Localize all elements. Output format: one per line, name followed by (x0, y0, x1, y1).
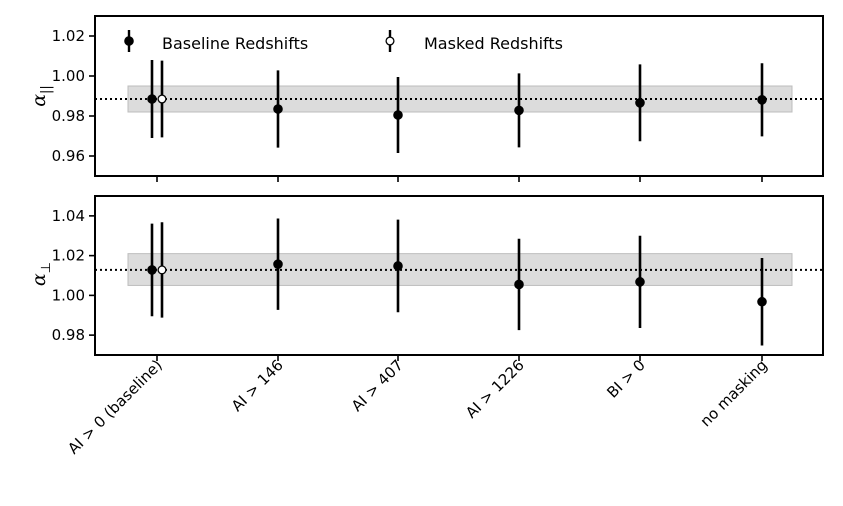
y-tick-label: 1.02 (52, 247, 85, 265)
legend-masked-marker (385, 30, 395, 52)
alpha-perp-panel: 0.98 1.00 1.02 1.04 α⊥ (28, 195, 824, 361)
baseline-marker (147, 94, 157, 104)
y-tick-label: 0.98 (52, 107, 85, 125)
masked-point (157, 222, 167, 318)
baseline-marker (757, 296, 767, 307)
baseline-point (393, 77, 403, 153)
x-tick-labels: AI > 0 (baseline) AI > 146 AI > 407 AI > 12… (64, 356, 771, 458)
baseline-marker (393, 110, 403, 120)
y-tick-label: 1.00 (52, 286, 85, 304)
baseline-marker (635, 98, 645, 108)
baseline-point (393, 219, 403, 313)
x-tick-label: AI > 0 (baseline) (64, 356, 166, 458)
baseline-marker (393, 261, 403, 271)
baseline-point (757, 258, 767, 346)
x-tick-label: AI > 146 (228, 356, 287, 415)
alpha-parallel-axes-frame (94, 15, 824, 177)
baseline-point (635, 235, 645, 328)
y-tick-label: 1.02 (52, 27, 85, 45)
baseline-point (273, 70, 283, 148)
alpha-perp-ylabel: α⊥ (28, 262, 54, 286)
masked-marker (157, 94, 167, 104)
baseline-marker (147, 265, 157, 275)
legend-baseline-marker (124, 30, 134, 52)
y-tick-label: 0.96 (52, 147, 85, 165)
baseline-point (273, 218, 283, 310)
baseline-point (147, 60, 157, 138)
baseline-point (514, 238, 524, 331)
x-tick-label: AI > 1226 (462, 356, 528, 422)
masked-point (157, 60, 167, 138)
legend: Baseline Redshifts Masked Redshifts (124, 30, 563, 53)
baseline-point (635, 64, 645, 142)
x-tick-label: AI > 407 (348, 356, 407, 415)
baseline-marker (273, 104, 283, 114)
y-tick-label: 0.98 (52, 326, 85, 344)
y-tick-label: 1.04 (52, 207, 85, 225)
alpha-perp-axes-frame (94, 195, 824, 356)
baseline-point (757, 63, 767, 137)
y-tick-label: 1.00 (52, 67, 85, 85)
baseline-point (514, 73, 524, 148)
legend-baseline-label: Baseline Redshifts (162, 34, 308, 53)
masked-marker (157, 265, 167, 275)
x-tick-label: no masking (697, 356, 771, 430)
alpha-parallel-panel: 0.96 0.98 1.00 1.02 Baseline Redshifts Mask… (28, 15, 824, 182)
baseline-marker (757, 95, 767, 105)
baseline-marker (514, 105, 524, 116)
baseline-point (147, 223, 157, 317)
baseline-marker (273, 259, 283, 269)
baseline-marker (635, 277, 645, 287)
baseline-marker (514, 279, 524, 290)
legend-masked-label: Masked Redshifts (424, 34, 563, 53)
x-tick-label: BI > 0 (603, 356, 649, 402)
alpha-parallel-ylabel: α|| (28, 85, 54, 107)
